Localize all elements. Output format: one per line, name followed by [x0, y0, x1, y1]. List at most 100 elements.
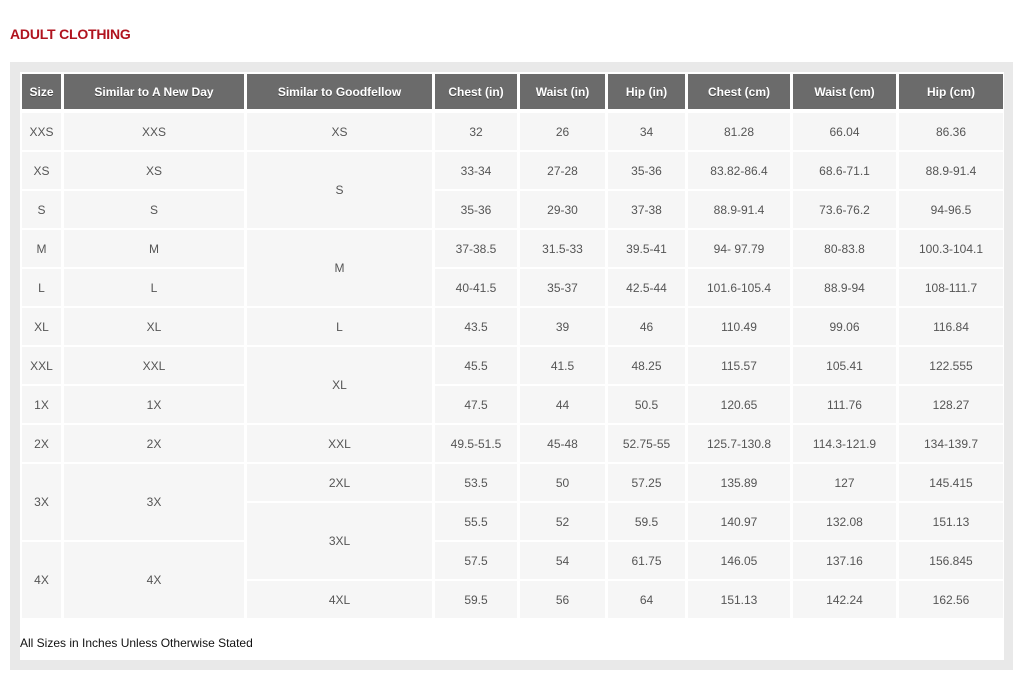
- waist-cm-cell: 114.3-121.9: [793, 425, 896, 462]
- hip-in-cell: 64: [608, 581, 685, 618]
- hip-in-cell: 37-38: [608, 191, 685, 228]
- goodfellow-cell: XXL: [247, 425, 432, 462]
- goodfellow-cell: 2XL: [247, 464, 432, 501]
- waist-cm-cell: 127: [793, 464, 896, 501]
- chest-in-cell: 33-34: [435, 152, 517, 189]
- waist-cm-cell: 111.76: [793, 386, 896, 423]
- hip-cm-cell: 156.845: [899, 542, 1003, 579]
- size-chart-panel: Size Similar to A New Day Similar to Goodf…: [10, 62, 1013, 670]
- waist-cm-cell: 137.16: [793, 542, 896, 579]
- hip-in-cell: 59.5: [608, 503, 685, 540]
- a-new-day-cell: XS: [64, 152, 244, 189]
- hip-cm-cell: 145.415: [899, 464, 1003, 501]
- waist-in-cell: 56: [520, 581, 605, 618]
- hip-cm-cell: 94-96.5: [899, 191, 1003, 228]
- chest-in-cell: 37-38.5: [435, 230, 517, 267]
- a-new-day-cell: 3X: [64, 464, 244, 540]
- goodfellow-cell: S: [247, 152, 432, 228]
- a-new-day-cell: 2X: [64, 425, 244, 462]
- waist-cm-cell: 99.06: [793, 308, 896, 345]
- goodfellow-cell: 3XL: [247, 503, 432, 579]
- a-new-day-cell: S: [64, 191, 244, 228]
- waist-cm-cell: 80-83.8: [793, 230, 896, 267]
- size-cell: XL: [22, 308, 61, 345]
- column-header: Chest (in): [435, 74, 517, 111]
- waist-cm-cell: 68.6-71.1: [793, 152, 896, 189]
- chest-in-cell: 55.5: [435, 503, 517, 540]
- hip-in-cell: 57.25: [608, 464, 685, 501]
- size-cell: XXS: [22, 113, 61, 150]
- hip-in-cell: 46: [608, 308, 685, 345]
- waist-in-cell: 45-48: [520, 425, 605, 462]
- hip-in-cell: 52.75-55: [608, 425, 685, 462]
- waist-in-cell: 31.5-33: [520, 230, 605, 267]
- waist-in-cell: 29-30: [520, 191, 605, 228]
- size-cell: 3X: [22, 464, 61, 540]
- column-header: Waist (cm): [793, 74, 896, 111]
- hip-cm-cell: 116.84: [899, 308, 1003, 345]
- hip-in-cell: 34: [608, 113, 685, 150]
- waist-in-cell: 35-37: [520, 269, 605, 306]
- waist-in-cell: 50: [520, 464, 605, 501]
- chest-in-cell: 35-36: [435, 191, 517, 228]
- chest-cm-cell: 83.82-86.4: [688, 152, 790, 189]
- chest-cm-cell: 81.28: [688, 113, 790, 150]
- chest-cm-cell: 125.7-130.8: [688, 425, 790, 462]
- hip-in-cell: 48.25: [608, 347, 685, 384]
- waist-in-cell: 44: [520, 386, 605, 423]
- chest-in-cell: 59.5: [435, 581, 517, 618]
- chest-cm-cell: 120.65: [688, 386, 790, 423]
- waist-cm-cell: 132.08: [793, 503, 896, 540]
- a-new-day-cell: M: [64, 230, 244, 267]
- chest-cm-cell: 135.89: [688, 464, 790, 501]
- hip-cm-cell: 100.3-104.1: [899, 230, 1003, 267]
- size-cell: 2X: [22, 425, 61, 462]
- size-chart-container: Size Similar to A New Day Similar to Goodf…: [20, 72, 1004, 660]
- column-header: Hip (cm): [899, 74, 1003, 111]
- chest-in-cell: 57.5: [435, 542, 517, 579]
- column-header: Similar to A New Day: [64, 74, 244, 111]
- waist-in-cell: 27-28: [520, 152, 605, 189]
- chest-in-cell: 32: [435, 113, 517, 150]
- column-header: Hip (in): [608, 74, 685, 111]
- chest-in-cell: 49.5-51.5: [435, 425, 517, 462]
- units-note: All Sizes in Inches Unless Otherwise Sta…: [20, 636, 253, 650]
- goodfellow-cell: 4XL: [247, 581, 432, 618]
- hip-in-cell: 42.5-44: [608, 269, 685, 306]
- hip-cm-cell: 88.9-91.4: [899, 152, 1003, 189]
- waist-cm-cell: 73.6-76.2: [793, 191, 896, 228]
- chest-in-cell: 47.5: [435, 386, 517, 423]
- hip-in-cell: 61.75: [608, 542, 685, 579]
- hip-cm-cell: 122.555: [899, 347, 1003, 384]
- waist-cm-cell: 66.04: [793, 113, 896, 150]
- hip-in-cell: 50.5: [608, 386, 685, 423]
- chest-in-cell: 53.5: [435, 464, 517, 501]
- column-header: Similar to Goodfellow: [247, 74, 432, 111]
- column-header: Chest (cm): [688, 74, 790, 111]
- a-new-day-cell: 1X: [64, 386, 244, 423]
- waist-in-cell: 41.5: [520, 347, 605, 384]
- size-cell: XS: [22, 152, 61, 189]
- waist-in-cell: 26: [520, 113, 605, 150]
- hip-cm-cell: 151.13: [899, 503, 1003, 540]
- hip-in-cell: 39.5-41: [608, 230, 685, 267]
- size-cell: M: [22, 230, 61, 267]
- size-cell: S: [22, 191, 61, 228]
- hip-cm-cell: 134-139.7: [899, 425, 1003, 462]
- hip-cm-cell: 108-111.7: [899, 269, 1003, 306]
- size-cell: XXL: [22, 347, 61, 384]
- chest-in-cell: 40-41.5: [435, 269, 517, 306]
- size-cell: 1X: [22, 386, 61, 423]
- hip-in-cell: 35-36: [608, 152, 685, 189]
- chest-in-cell: 43.5: [435, 308, 517, 345]
- chest-cm-cell: 101.6-105.4: [688, 269, 790, 306]
- size-cell: L: [22, 269, 61, 306]
- chest-cm-cell: 146.05: [688, 542, 790, 579]
- a-new-day-cell: XL: [64, 308, 244, 345]
- goodfellow-cell: XL: [247, 347, 432, 423]
- chest-cm-cell: 115.57: [688, 347, 790, 384]
- page-title: ADULT CLOTHING: [10, 26, 131, 42]
- hip-cm-cell: 162.56: [899, 581, 1003, 618]
- waist-in-cell: 39: [520, 308, 605, 345]
- column-header: Size: [22, 74, 61, 111]
